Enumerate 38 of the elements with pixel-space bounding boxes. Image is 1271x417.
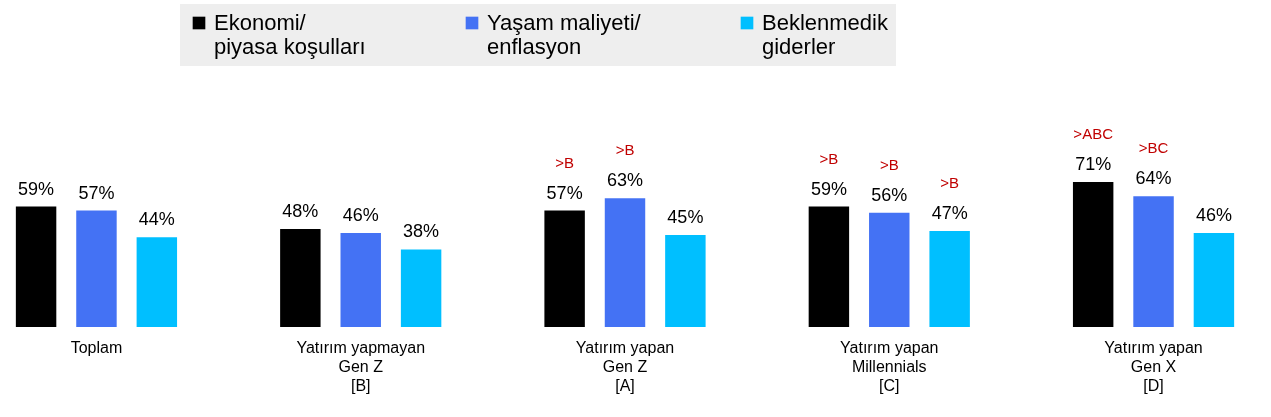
bar (280, 228, 321, 327)
x-tick-label: Yatırım yapan Millennials [C] (840, 338, 939, 394)
bar (136, 237, 178, 327)
legend-label: Beklenmedik giderler (762, 10, 889, 59)
x-tick-label: Toplam (70, 338, 123, 356)
bar (544, 210, 585, 327)
data-label: 44% (138, 209, 175, 230)
text: >B 56% (871, 155, 908, 205)
bar (665, 235, 706, 327)
bar (808, 206, 850, 327)
data-label: 46% (342, 205, 379, 226)
x-tick-label: Yatırım yapan Gen X [D] (1104, 338, 1203, 394)
data-label: 59% (18, 178, 55, 199)
bar (340, 233, 381, 327)
bar (15, 206, 57, 327)
bar (1133, 196, 1174, 327)
data-label: 57% (78, 182, 115, 203)
bar (400, 249, 442, 327)
legend-label: Ekonomi/ piyasa koşulları (214, 10, 366, 59)
data-label: 45% (667, 207, 704, 228)
bar (1193, 233, 1235, 327)
x-tick-label: Yatırım yapmayan Gen Z [B] (296, 338, 426, 394)
bar (76, 210, 117, 327)
text: >BC 64% (1135, 139, 1172, 189)
text: >B 47% (931, 174, 968, 224)
legend-label: Yaşam maliyeti/ enflasyon (487, 10, 642, 59)
data-label: 48% (282, 200, 319, 221)
text: >B 59% (810, 149, 847, 199)
bar (604, 198, 646, 327)
data-label: 46% (1195, 205, 1232, 226)
text: >B 57% (546, 153, 583, 203)
bar (929, 231, 970, 327)
text: >ABC 71% (1073, 125, 1113, 174)
data-label: 38% (403, 221, 440, 242)
text: >B 63% (606, 141, 644, 191)
bar (1072, 182, 1114, 327)
bar (869, 212, 910, 327)
x-tick-label: Yatırım yapan Gen Z [A] (575, 338, 675, 394)
